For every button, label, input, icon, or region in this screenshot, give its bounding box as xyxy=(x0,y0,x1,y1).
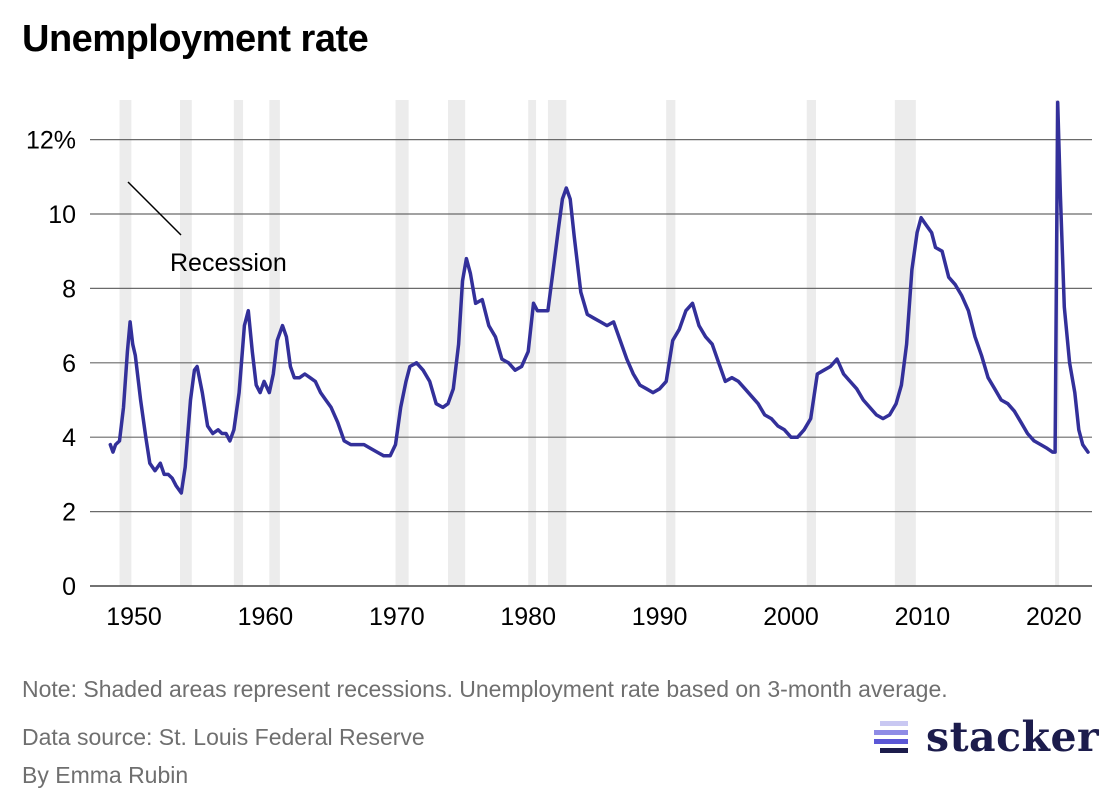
recession-band-5 xyxy=(395,100,409,586)
data-source: Data source: St. Louis Federal Reserve xyxy=(22,724,425,750)
x-tick-label: 2020 xyxy=(1026,603,1082,631)
recession-band-4 xyxy=(269,100,280,586)
chart-title: Unemployment rate xyxy=(22,18,369,60)
y-tick-label: 12% xyxy=(26,127,76,155)
y-tick-label: 6 xyxy=(62,350,76,378)
recession-annotation: Recession xyxy=(127,181,287,277)
recession-band-1 xyxy=(119,100,132,586)
annotation-label: Recession xyxy=(170,249,287,277)
x-tick-label: 1970 xyxy=(369,603,425,631)
recession-bands xyxy=(119,100,1060,586)
x-tick-label: 1990 xyxy=(632,603,688,631)
y-tick-label: 4 xyxy=(62,424,76,452)
stacker-wordmark: stacker xyxy=(926,713,1100,761)
recession-band-2 xyxy=(179,100,192,586)
annotation-pointer xyxy=(127,181,182,236)
x-tick-label: 2000 xyxy=(763,603,819,631)
x-tick-label: 2010 xyxy=(895,603,951,631)
line-chart: 0 2 4 6 8 10 12% 1950 1960 1970 1980 1990 2000 2010 2… xyxy=(26,100,1092,631)
stacker-mark-icon xyxy=(874,721,908,753)
recession-band-10 xyxy=(806,100,816,586)
gridlines xyxy=(90,139,1092,587)
x-tick-label: 1960 xyxy=(238,603,294,631)
y-tick-label: 0 xyxy=(62,573,76,601)
footnote: Note: Shaded areas represent recessions.… xyxy=(22,676,948,702)
y-tick-label: 10 xyxy=(48,201,76,229)
recession-band-6 xyxy=(448,100,466,586)
y-tick-label: 2 xyxy=(62,499,76,527)
y-tick-label: 8 xyxy=(62,275,76,303)
y-axis-labels: 0 2 4 6 8 10 12% xyxy=(26,127,76,601)
x-axis-labels: 1950 1960 1970 1980 1990 2000 2010 2020 xyxy=(106,603,1081,631)
recession-band-3 xyxy=(233,100,244,586)
unemployment-rate-line xyxy=(108,100,1090,495)
recession-band-8 xyxy=(547,100,567,586)
x-tick-label: 1980 xyxy=(500,603,556,631)
stacker-logo[interactable]: stacker xyxy=(874,712,1099,762)
series-layer xyxy=(108,100,1090,495)
x-tick-label: 1950 xyxy=(106,603,162,631)
byline: By Emma Rubin xyxy=(22,762,189,788)
recession-band-7 xyxy=(528,100,537,586)
